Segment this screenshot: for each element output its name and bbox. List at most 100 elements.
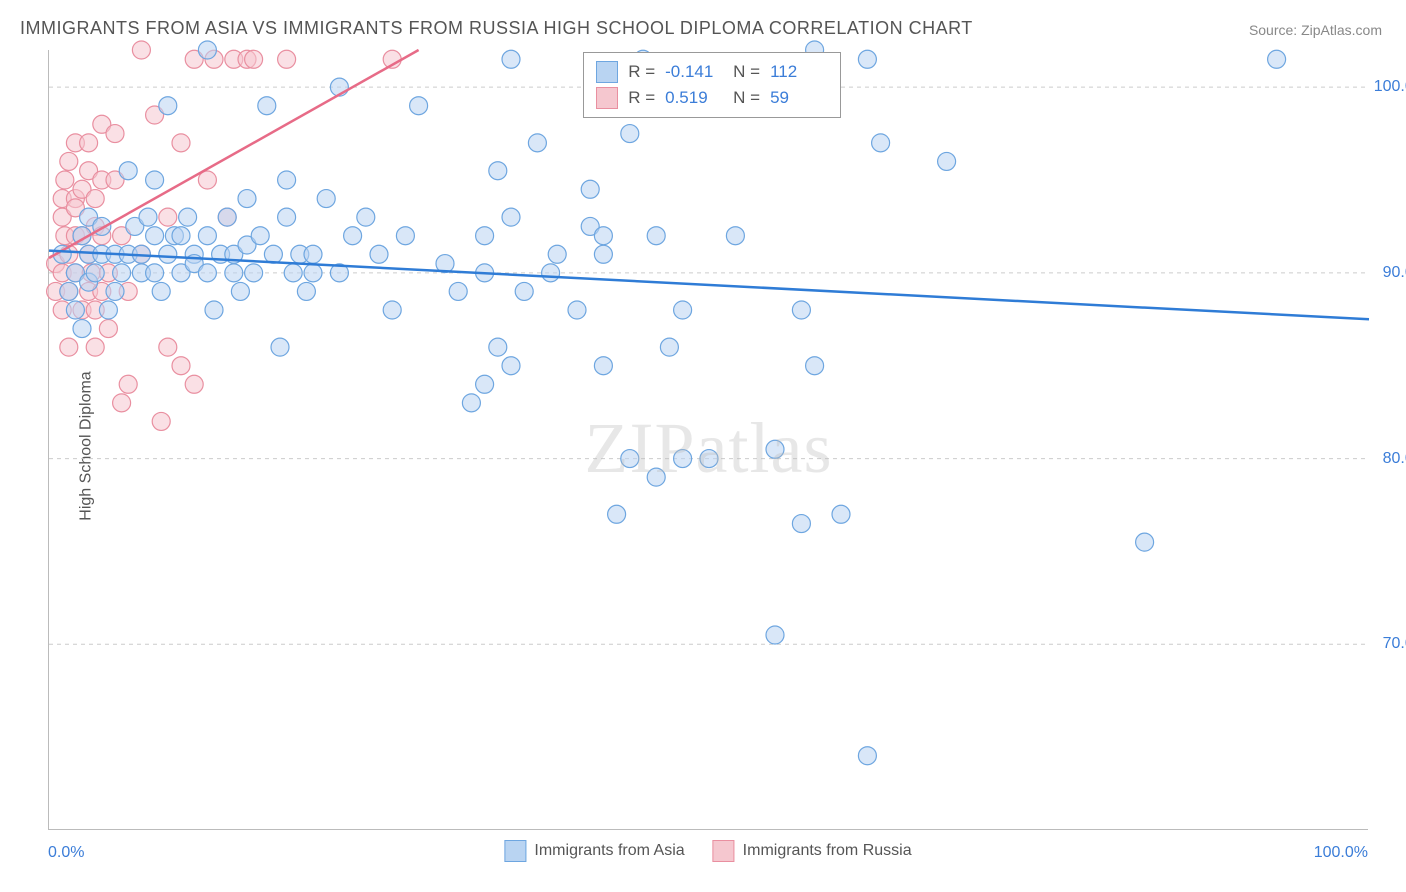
r-value: -0.141	[665, 62, 723, 82]
point-asia	[304, 245, 322, 263]
legend-item-asia: Immigrants from Asia	[504, 840, 684, 862]
point-asia	[548, 245, 566, 263]
point-asia	[172, 227, 190, 245]
point-russia	[152, 412, 170, 430]
point-asia	[806, 357, 824, 375]
point-asia	[152, 282, 170, 300]
point-asia	[159, 97, 177, 115]
legend-item-russia: Immigrants from Russia	[713, 840, 912, 862]
n-label: N =	[733, 62, 760, 82]
point-russia	[172, 134, 190, 152]
point-asia	[284, 264, 302, 282]
point-russia	[278, 50, 296, 68]
point-asia	[621, 450, 639, 468]
n-value: 112	[770, 62, 828, 82]
point-asia	[410, 97, 428, 115]
point-asia	[60, 282, 78, 300]
point-russia	[159, 338, 177, 356]
swatch-asia	[596, 61, 618, 83]
point-asia	[489, 338, 507, 356]
point-asia	[568, 301, 586, 319]
point-asia	[231, 282, 249, 300]
point-russia	[245, 50, 263, 68]
point-asia	[608, 505, 626, 523]
legend-label-russia: Immigrants from Russia	[743, 842, 912, 860]
point-asia	[858, 747, 876, 765]
n-label: N =	[733, 88, 760, 108]
point-asia	[647, 468, 665, 486]
point-asia	[674, 301, 692, 319]
point-asia	[251, 227, 269, 245]
point-asia	[581, 180, 599, 198]
point-asia	[66, 301, 84, 319]
point-russia	[172, 357, 190, 375]
point-asia	[258, 97, 276, 115]
swatch-asia	[504, 840, 526, 862]
point-asia	[198, 227, 216, 245]
point-asia	[1268, 50, 1286, 68]
point-russia	[86, 190, 104, 208]
point-russia	[119, 375, 137, 393]
swatch-russia	[713, 840, 735, 862]
point-asia	[198, 41, 216, 59]
point-asia	[146, 264, 164, 282]
point-asia	[528, 134, 546, 152]
point-russia	[159, 208, 177, 226]
point-russia	[60, 338, 78, 356]
point-asia	[621, 125, 639, 143]
point-asia	[502, 50, 520, 68]
plot-area: ZIPatlas 70.0%80.0%90.0%100.0% R =-0.141…	[48, 50, 1368, 830]
point-asia	[99, 301, 117, 319]
point-asia	[515, 282, 533, 300]
stats-row-russia: R =0.519N =59	[596, 85, 828, 111]
point-asia	[594, 227, 612, 245]
x-tick-min: 0.0%	[48, 844, 84, 862]
r-label: R =	[628, 88, 655, 108]
y-tick: 100.0%	[1374, 78, 1406, 96]
point-asia	[502, 208, 520, 226]
point-asia	[647, 227, 665, 245]
point-asia	[792, 301, 810, 319]
point-asia	[489, 162, 507, 180]
point-asia	[159, 245, 177, 263]
point-russia	[113, 394, 131, 412]
point-asia	[278, 171, 296, 189]
point-asia	[297, 282, 315, 300]
point-asia	[449, 282, 467, 300]
point-asia	[106, 282, 124, 300]
point-russia	[185, 375, 203, 393]
source-attribution: Source: ZipAtlas.com	[1249, 22, 1382, 38]
point-russia	[80, 134, 98, 152]
legend-label-asia: Immigrants from Asia	[534, 842, 684, 860]
point-asia	[119, 162, 137, 180]
point-asia	[113, 264, 131, 282]
point-asia	[872, 134, 890, 152]
point-russia	[99, 320, 117, 338]
point-asia	[146, 227, 164, 245]
chart-title: IMMIGRANTS FROM ASIA VS IMMIGRANTS FROM …	[20, 18, 973, 39]
point-asia	[476, 227, 494, 245]
point-asia	[502, 357, 520, 375]
point-asia	[225, 264, 243, 282]
point-asia	[766, 626, 784, 644]
point-asia	[396, 227, 414, 245]
point-asia	[198, 264, 216, 282]
point-asia	[542, 264, 560, 282]
trendline-russia	[49, 50, 419, 258]
point-russia	[60, 152, 78, 170]
point-asia	[370, 245, 388, 263]
point-russia	[132, 41, 150, 59]
point-asia	[271, 338, 289, 356]
point-asia	[726, 227, 744, 245]
point-asia	[660, 338, 678, 356]
swatch-russia	[596, 87, 618, 109]
y-tick: 80.0%	[1383, 450, 1406, 468]
point-asia	[792, 515, 810, 533]
point-asia	[700, 450, 718, 468]
point-asia	[73, 320, 91, 338]
point-asia	[264, 245, 282, 263]
point-russia	[56, 171, 74, 189]
point-asia	[317, 190, 335, 208]
point-asia	[462, 394, 480, 412]
y-tick: 90.0%	[1383, 264, 1406, 282]
